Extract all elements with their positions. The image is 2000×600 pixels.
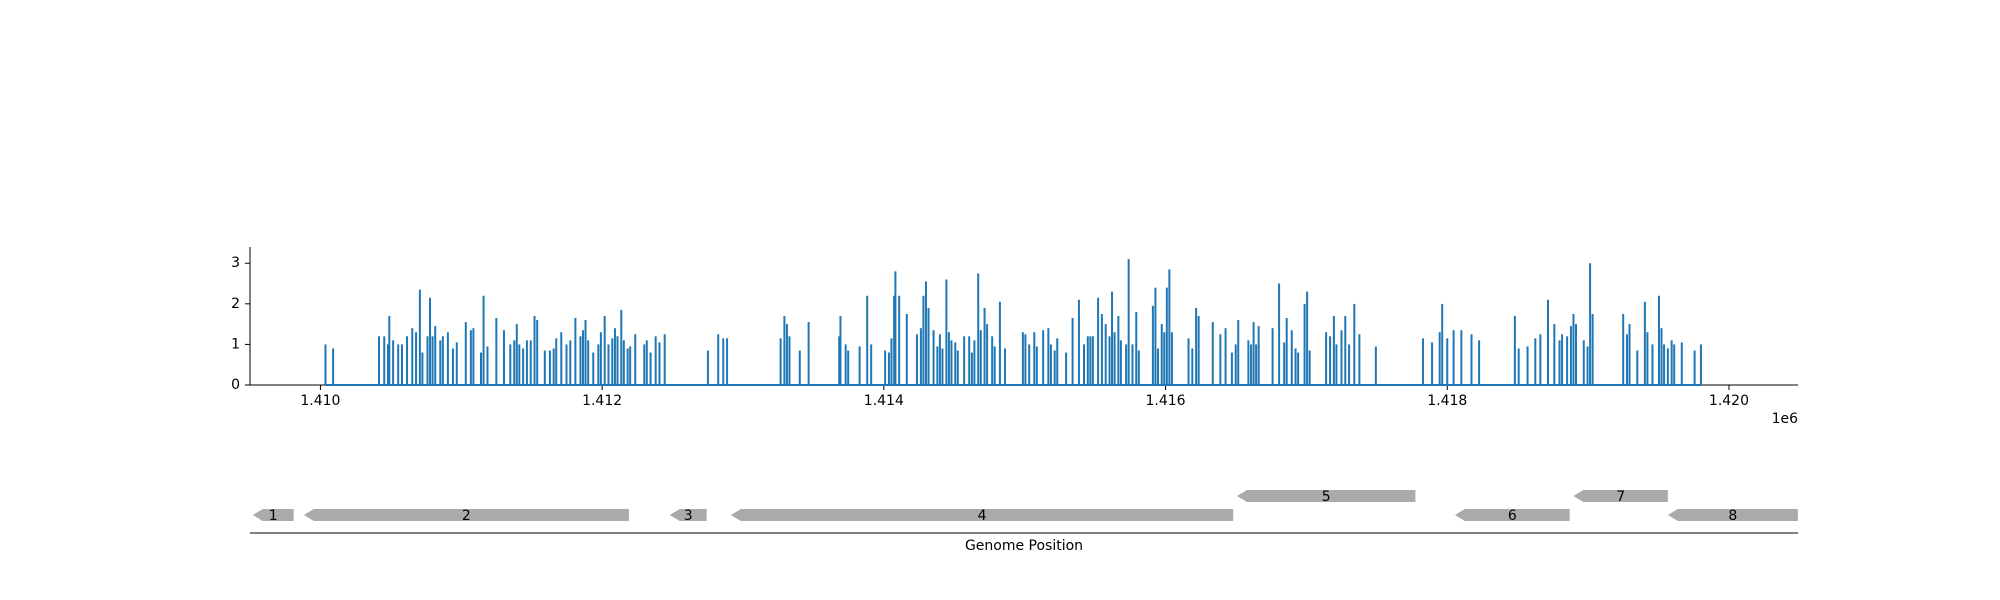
gene: [1573, 490, 1668, 502]
gene-label: 2: [462, 508, 471, 524]
gene: [252, 509, 294, 521]
x-axis-label: Genome Position: [965, 538, 1083, 554]
y-tick-label: 0: [231, 377, 240, 393]
x-offset-label: 1e6: [1772, 411, 1799, 427]
gene-label: 4: [978, 508, 987, 524]
y-tick-label: 1: [231, 336, 240, 352]
x-tick-label: 1.410: [300, 393, 340, 409]
y-tick-label: 2: [231, 296, 240, 312]
x-tick-label: 1.412: [582, 393, 622, 409]
x-tick-label: 1.418: [1427, 393, 1467, 409]
gene: [730, 509, 1234, 521]
gene: [303, 509, 629, 521]
gene-label: 1: [269, 508, 278, 524]
x-tick-label: 1.414: [864, 393, 904, 409]
gene-label: 8: [1728, 508, 1737, 524]
gene: [1236, 490, 1416, 502]
x-tick-label: 1.416: [1146, 393, 1186, 409]
gene: [1454, 509, 1570, 521]
gene: [669, 509, 707, 521]
y-tick-label: 3: [231, 255, 240, 271]
gene: [1667, 509, 1798, 521]
x-tick-label: 1.420: [1709, 393, 1749, 409]
gene-label: 5: [1322, 489, 1331, 505]
gene-label: 7: [1616, 489, 1625, 505]
gene-label: 6: [1508, 508, 1517, 524]
gene-label: 3: [684, 508, 693, 524]
